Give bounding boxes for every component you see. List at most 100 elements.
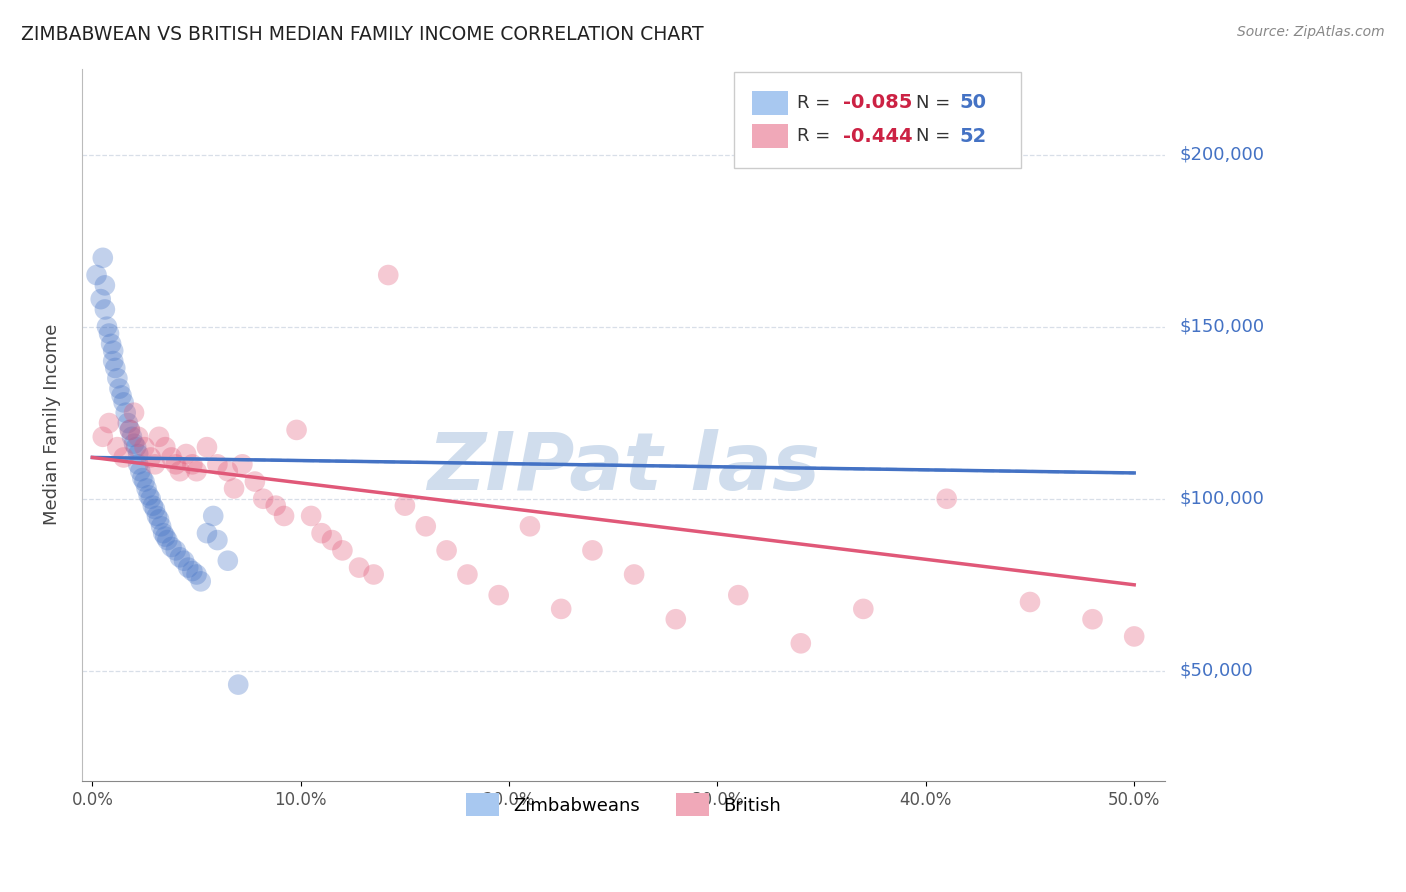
Point xyxy=(86,268,108,282)
Point xyxy=(169,550,191,565)
Point xyxy=(98,416,121,430)
Text: $200,000: $200,000 xyxy=(1180,145,1264,163)
Point xyxy=(456,567,478,582)
Point xyxy=(108,382,131,396)
Point xyxy=(131,471,153,485)
Point xyxy=(156,533,179,547)
Point xyxy=(186,464,208,478)
Point xyxy=(299,508,322,523)
Point xyxy=(311,526,333,541)
Text: 50: 50 xyxy=(959,94,987,112)
Point xyxy=(195,526,218,541)
Point xyxy=(146,508,169,523)
Point xyxy=(186,567,208,582)
Point xyxy=(91,251,114,265)
Text: Source: ZipAtlas.com: Source: ZipAtlas.com xyxy=(1237,25,1385,39)
Point xyxy=(852,602,875,616)
Point xyxy=(173,554,195,568)
Point xyxy=(226,678,249,692)
Point xyxy=(112,395,135,409)
Text: R =: R = xyxy=(797,94,837,112)
Point xyxy=(96,319,118,334)
Point xyxy=(103,343,125,358)
Point xyxy=(190,574,212,589)
Text: $50,000: $50,000 xyxy=(1180,662,1253,680)
Point xyxy=(110,388,132,402)
Text: N =: N = xyxy=(917,94,956,112)
Point xyxy=(285,423,308,437)
Point xyxy=(202,508,225,523)
Point xyxy=(436,543,458,558)
Point xyxy=(177,560,200,574)
Legend: Zimbabweans, British: Zimbabweans, British xyxy=(457,784,790,825)
Point xyxy=(155,440,177,454)
Point xyxy=(139,491,162,506)
Text: $150,000: $150,000 xyxy=(1180,318,1264,335)
Point xyxy=(138,488,160,502)
Point xyxy=(207,458,229,472)
FancyBboxPatch shape xyxy=(734,72,1021,169)
Point xyxy=(155,530,177,544)
Point xyxy=(91,430,114,444)
Point xyxy=(1019,595,1042,609)
Point xyxy=(148,512,170,526)
Point xyxy=(790,636,813,650)
Point xyxy=(135,482,157,496)
Point xyxy=(142,499,165,513)
Point xyxy=(105,440,128,454)
Point xyxy=(139,450,162,465)
Point xyxy=(134,440,156,454)
Point xyxy=(114,406,136,420)
Point xyxy=(118,423,141,437)
Point xyxy=(217,554,239,568)
Point xyxy=(94,278,117,293)
Point xyxy=(165,543,187,558)
Point xyxy=(519,519,541,533)
Point xyxy=(143,502,166,516)
Text: R =: R = xyxy=(797,128,837,145)
Point xyxy=(377,268,399,282)
Point xyxy=(100,337,122,351)
Point xyxy=(98,326,121,341)
Text: 52: 52 xyxy=(959,127,987,145)
Point xyxy=(104,361,127,376)
Point xyxy=(181,458,204,472)
Point xyxy=(134,475,156,489)
Point xyxy=(207,533,229,547)
FancyBboxPatch shape xyxy=(752,91,789,115)
Point xyxy=(169,464,191,478)
Y-axis label: Median Family Income: Median Family Income xyxy=(44,324,60,525)
Point xyxy=(125,440,148,454)
Point xyxy=(935,491,957,506)
Text: -0.085: -0.085 xyxy=(842,94,912,112)
Point xyxy=(1081,612,1104,626)
Point xyxy=(623,567,645,582)
Point xyxy=(550,602,572,616)
Point xyxy=(174,447,197,461)
Point xyxy=(143,458,166,472)
Point xyxy=(129,464,152,478)
Point xyxy=(222,482,245,496)
Point xyxy=(127,458,149,472)
Point xyxy=(94,302,117,317)
Point xyxy=(181,564,204,578)
Point xyxy=(165,458,187,472)
Point xyxy=(121,430,143,444)
Point xyxy=(217,464,239,478)
Point xyxy=(415,519,437,533)
Point xyxy=(363,567,385,582)
Text: -0.444: -0.444 xyxy=(842,127,912,145)
Point xyxy=(488,588,510,602)
Point xyxy=(252,491,274,506)
Point xyxy=(321,533,343,547)
Point xyxy=(152,526,174,541)
Point xyxy=(347,560,370,574)
Text: $100,000: $100,000 xyxy=(1180,490,1264,508)
Point xyxy=(332,543,354,558)
Point xyxy=(581,543,603,558)
Point xyxy=(264,499,287,513)
Point xyxy=(127,430,149,444)
Point xyxy=(118,423,141,437)
Point xyxy=(112,450,135,465)
Point xyxy=(195,440,218,454)
